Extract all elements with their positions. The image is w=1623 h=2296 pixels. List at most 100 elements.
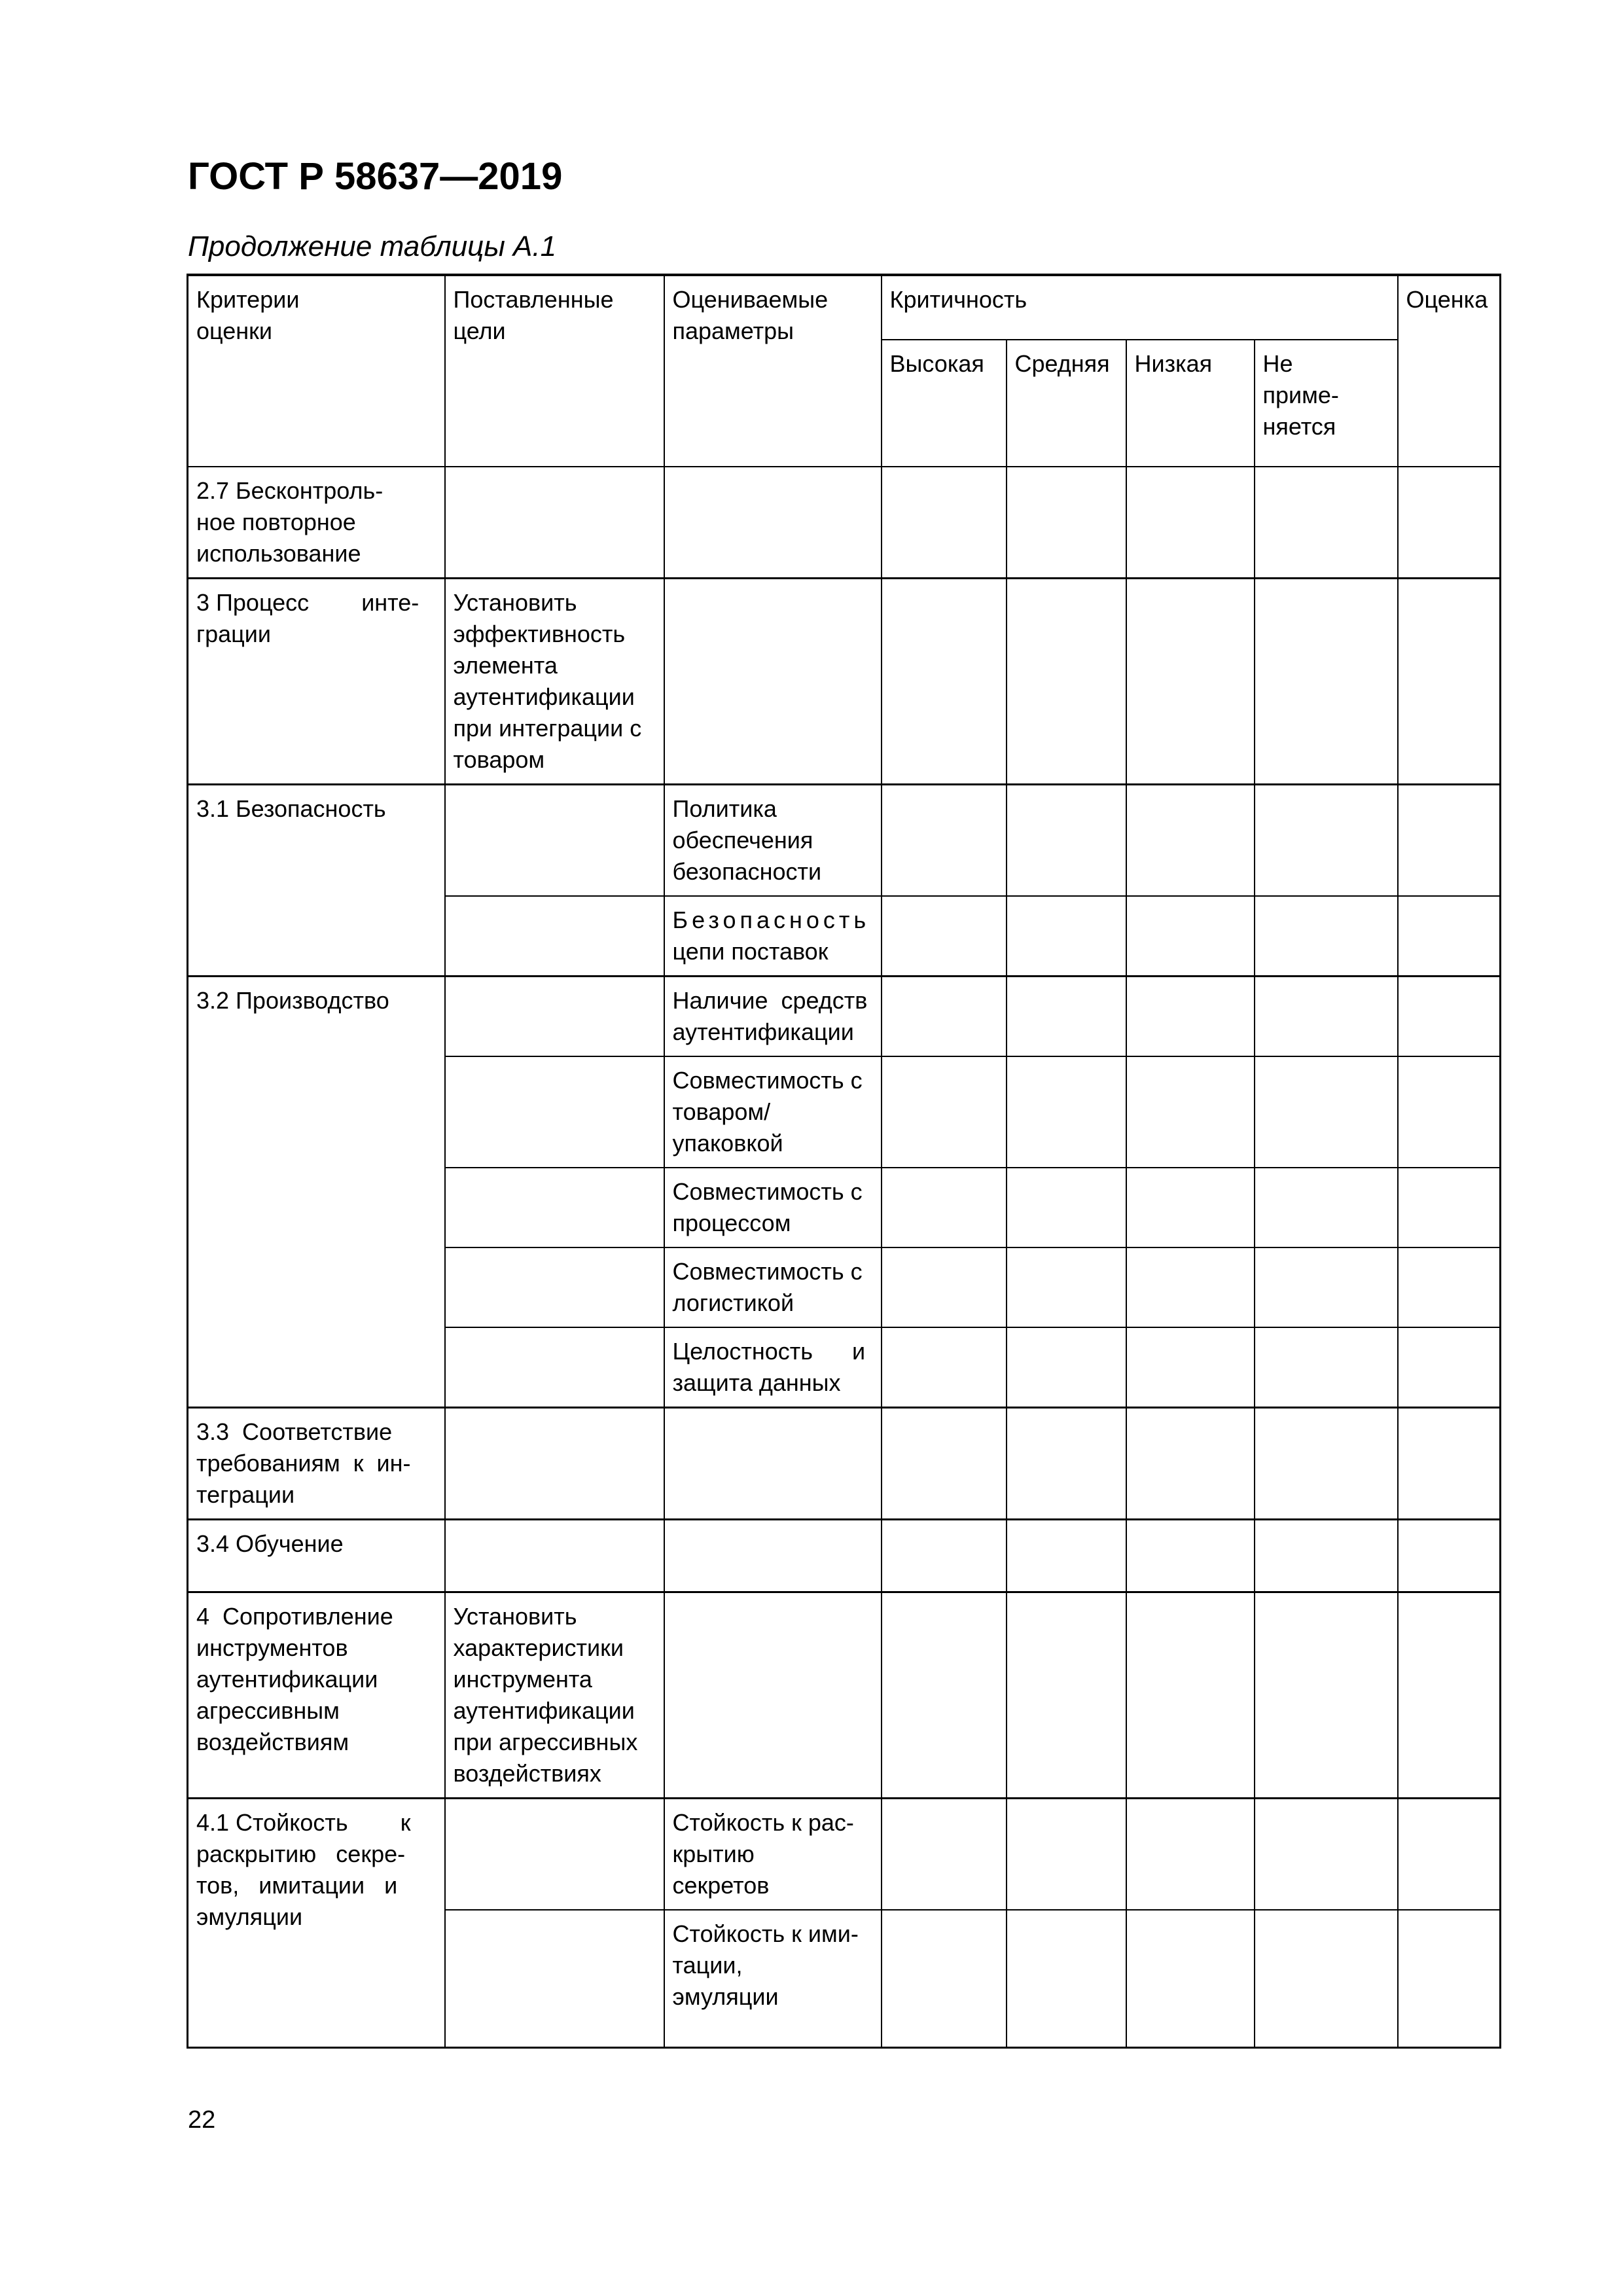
empty-cell [1253,577,1399,785]
empty-cell [1005,1327,1127,1408]
empty-cell [444,1056,665,1168]
cell-param: Целостность и защита данных [663,1327,882,1408]
empty-cell [1253,1797,1399,1910]
cell-param: Стойкость к ими- тации, эмуляции [663,1909,882,2049]
empty-cell [880,975,1007,1057]
empty-cell [880,466,1007,579]
empty-cell [1125,975,1255,1057]
empty-cell [663,577,882,785]
empty-cell [1125,1407,1255,1520]
cell-param: Наличие средств аутентификации [663,975,882,1057]
letter-spaced-line: Безопасность [672,906,870,933]
empty-cell [1253,1327,1399,1408]
empty-cell [444,975,665,1057]
empty-cell [1125,1056,1255,1168]
col-header-criticality-group: Критичность [880,274,1399,340]
table-row: 3.1 Безопасность Политика обеспечения бе… [187,783,1501,977]
empty-cell [444,1797,665,1910]
empty-cell [1253,1407,1399,1520]
empty-cell [1125,1518,1255,1593]
empty-cell [1253,1247,1399,1328]
col-header-criteria: Критерии оценки [187,274,446,467]
empty-cell [880,1797,1007,1910]
empty-cell [1005,1167,1127,1248]
empty-cell [444,1407,665,1520]
cell-param: Безопасность цепи поставок [663,895,882,977]
empty-cell [1397,895,1501,977]
empty-cell [444,895,665,977]
table-row: 4.1 Стойкость к раскрытию секре- тов, им… [187,1797,1501,2049]
table-row: Стойкость к ими- тации, эмуляции [188,1909,1501,2049]
table-row: 3 Процесс инте- грации Установить эффект… [187,577,1501,785]
empty-cell [1253,466,1399,579]
empty-cell [1397,1407,1501,1520]
cell-criteria: 3 Процесс инте- грации [187,577,446,785]
empty-cell [1253,1518,1399,1593]
header-row-labels: Высокая Средняя Низкая Не приме- няется [188,339,1501,467]
empty-cell [1397,1327,1501,1408]
cell-criteria: 4.1 Стойкость к раскрытию секре- тов, им… [187,1797,446,2049]
cell-param: Совместимость с логистикой [663,1247,882,1328]
empty-cell [880,1407,1007,1520]
evaluation-table: Критерии оценки Поставленные цели Оценив… [187,274,1502,2049]
table-caption: Продолжение таблицы А.1 [188,230,557,262]
empty-cell [1125,1167,1255,1248]
empty-cell [1005,1591,1127,1799]
table-row: 3.3 Соответствие требованиям к ин- тегра… [187,1407,1501,1520]
empty-cell [1005,466,1127,579]
empty-cell [1125,1591,1255,1799]
empty-cell [1253,783,1399,897]
cell-criteria: 4 Сопротивление инструментов аутентифика… [187,1591,446,1799]
cell-param: Стойкость к рас- крытию секретов [663,1797,882,1910]
empty-cell [1005,577,1127,785]
empty-cell [663,1591,882,1799]
empty-cell [1397,1167,1501,1248]
cell-criteria: 3.1 Безопасность [187,783,446,977]
empty-cell [1005,1909,1127,2049]
empty-cell [1253,1056,1399,1168]
empty-cell [1253,1167,1399,1248]
col-header-low: Низкая [1125,339,1255,467]
empty-cell [880,1909,1007,2049]
empty-cell [880,1591,1007,1799]
empty-cell [1397,783,1501,897]
empty-cell [1005,1407,1127,1520]
empty-cell [1125,1909,1255,2049]
empty-cell [880,895,1007,977]
empty-cell [1397,577,1501,785]
header-row-group: Критерии оценки Поставленные цели Оценив… [187,274,1501,467]
empty-cell [1397,1518,1501,1593]
empty-cell [880,1518,1007,1593]
empty-cell [880,1167,1007,1248]
table-row: 3.4 Обучение [187,1518,1501,1593]
empty-cell [880,1247,1007,1328]
empty-cell [1005,1056,1127,1168]
text-line: цепи поставок [672,938,829,965]
empty-cell [444,1247,665,1328]
table-row: Совместимость с логистикой [188,1247,1501,1328]
empty-cell [1253,975,1399,1057]
empty-cell [663,1407,882,1520]
empty-cell [1005,783,1127,897]
cell-goal: Установить характеристики инструмента ау… [444,1591,665,1799]
cell-param: Совместимость с товаром/ упаковкой [663,1056,882,1168]
doc-code: ГОСТ Р 58637—2019 [188,155,563,198]
table-body: 2.7 Бесконтроль- ное повторное использов… [187,466,1501,2049]
empty-cell [444,783,665,897]
empty-cell [1253,1591,1399,1799]
col-header-score: Оценка [1397,274,1501,467]
empty-cell [1397,466,1501,579]
table-row: 4 Сопротивление инструментов аутентифика… [187,1591,1501,1799]
empty-cell [1005,975,1127,1057]
empty-cell [1253,895,1399,977]
empty-cell [1005,1518,1127,1593]
empty-cell [1125,783,1255,897]
empty-cell [1005,1247,1127,1328]
empty-cell [1125,1327,1255,1408]
cell-param: Совместимость с процессом [663,1167,882,1248]
empty-cell [1397,1591,1501,1799]
col-header-not-applicable: Не приме- няется [1253,339,1399,467]
empty-cell [663,1518,882,1593]
empty-cell [1005,1797,1127,1910]
